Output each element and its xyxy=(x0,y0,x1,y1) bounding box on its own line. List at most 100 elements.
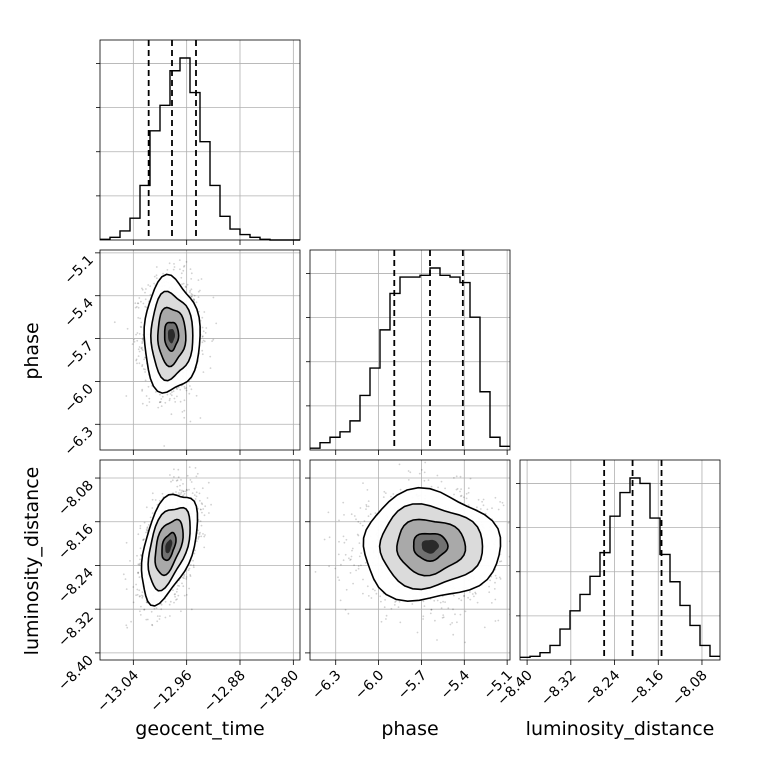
scatter-point xyxy=(349,572,352,574)
scatter-point xyxy=(140,347,143,349)
scatter-point xyxy=(159,615,161,617)
scatter-point xyxy=(139,325,142,328)
scatter-point xyxy=(444,487,446,490)
scatter-point xyxy=(337,553,340,556)
scatter-point xyxy=(367,500,370,502)
scatter-point xyxy=(194,549,197,552)
scatter-point xyxy=(350,513,353,516)
scatter-point xyxy=(151,623,154,626)
scatter-point xyxy=(154,391,157,393)
scatter-point xyxy=(360,564,362,567)
scatter-point xyxy=(145,618,148,621)
scatter-point xyxy=(183,492,186,495)
scatter-point xyxy=(460,488,462,490)
scatter-point xyxy=(494,574,497,577)
scatter-point xyxy=(172,589,174,591)
y-tick-label: −5.4 xyxy=(61,295,96,330)
scatter-point xyxy=(497,508,500,511)
scatter-point xyxy=(194,237,196,239)
scatter-point xyxy=(188,466,191,468)
scatter-point xyxy=(328,565,330,568)
scatter-point xyxy=(343,541,346,544)
scatter-point xyxy=(394,601,396,603)
scatter-point xyxy=(459,475,462,478)
scatter-point xyxy=(458,597,460,600)
scatter-point xyxy=(203,311,206,313)
scatter-point xyxy=(182,576,184,579)
scatter-point xyxy=(338,540,340,543)
x-tick-label: −6.3 xyxy=(309,668,344,703)
scatter-point xyxy=(190,272,193,275)
scatter-point xyxy=(493,588,496,590)
scatter-point xyxy=(173,266,176,268)
contour-line xyxy=(154,518,184,577)
scatter-point xyxy=(500,560,503,563)
scatter-point xyxy=(139,317,142,320)
scatter-point xyxy=(186,283,189,286)
scatter-point xyxy=(507,521,510,524)
scatter-point xyxy=(361,524,364,527)
scatter-point xyxy=(202,508,205,510)
scatter-point xyxy=(179,489,181,491)
scatter-point xyxy=(157,406,160,409)
scatter-point xyxy=(351,547,354,550)
scatter-point xyxy=(437,486,439,489)
scatter-point xyxy=(479,508,482,510)
contour-line xyxy=(163,321,180,353)
scatter-point xyxy=(173,263,175,265)
scatter-point xyxy=(430,608,433,611)
scatter-point xyxy=(384,492,387,494)
scatter-point xyxy=(488,585,490,588)
scatter-point xyxy=(125,624,128,627)
scatter-point xyxy=(195,495,198,498)
scatter-point xyxy=(494,598,497,601)
scatter-point xyxy=(199,520,202,522)
scatter-point xyxy=(171,479,174,482)
scatter-point xyxy=(126,327,129,330)
scatter-point xyxy=(140,300,142,303)
scatter-point xyxy=(151,498,154,501)
scatter-point xyxy=(189,420,192,423)
scatter-point xyxy=(181,489,183,492)
scatter-point xyxy=(180,479,182,481)
scatter-point xyxy=(183,409,186,412)
scatter-point xyxy=(171,391,173,393)
panel-frame xyxy=(309,459,511,661)
scatter-point xyxy=(199,417,202,419)
scatter-point xyxy=(353,515,356,517)
scatter-point xyxy=(180,276,183,279)
scatter-point xyxy=(444,601,446,603)
scatter-point xyxy=(337,576,339,579)
scatter-point xyxy=(350,558,352,561)
scatter-point xyxy=(139,610,141,613)
scatter-point xyxy=(162,272,165,275)
scatter-point xyxy=(150,610,153,613)
scatter-point xyxy=(460,599,463,602)
scatter-point xyxy=(359,522,362,525)
scatter-point xyxy=(427,479,430,481)
scatter-point xyxy=(219,448,221,450)
scatter-point xyxy=(169,393,172,395)
scatter-point xyxy=(142,368,145,370)
scatter-point xyxy=(139,558,141,561)
y-tick-label: −8.32 xyxy=(55,609,97,651)
scatter-point xyxy=(355,569,357,572)
scatter-point xyxy=(130,620,133,623)
scatter-point xyxy=(189,564,192,566)
scatter-point xyxy=(138,595,141,598)
scatter-point xyxy=(199,289,201,292)
density-core xyxy=(421,539,439,554)
joint-panel-phase-vs-luminosity-distance xyxy=(309,459,511,661)
scatter-point xyxy=(133,340,136,343)
scatter-point xyxy=(177,594,180,597)
scatter-point xyxy=(189,291,191,293)
scatter-point xyxy=(192,566,195,569)
scatter-point xyxy=(192,564,195,567)
scatter-point xyxy=(138,350,141,353)
scatter-point xyxy=(168,399,171,402)
scatter-point xyxy=(202,339,205,342)
scatter-point xyxy=(141,388,144,391)
scatter-point xyxy=(158,499,161,502)
scatter-point xyxy=(494,581,496,584)
scatter-point xyxy=(147,385,150,388)
